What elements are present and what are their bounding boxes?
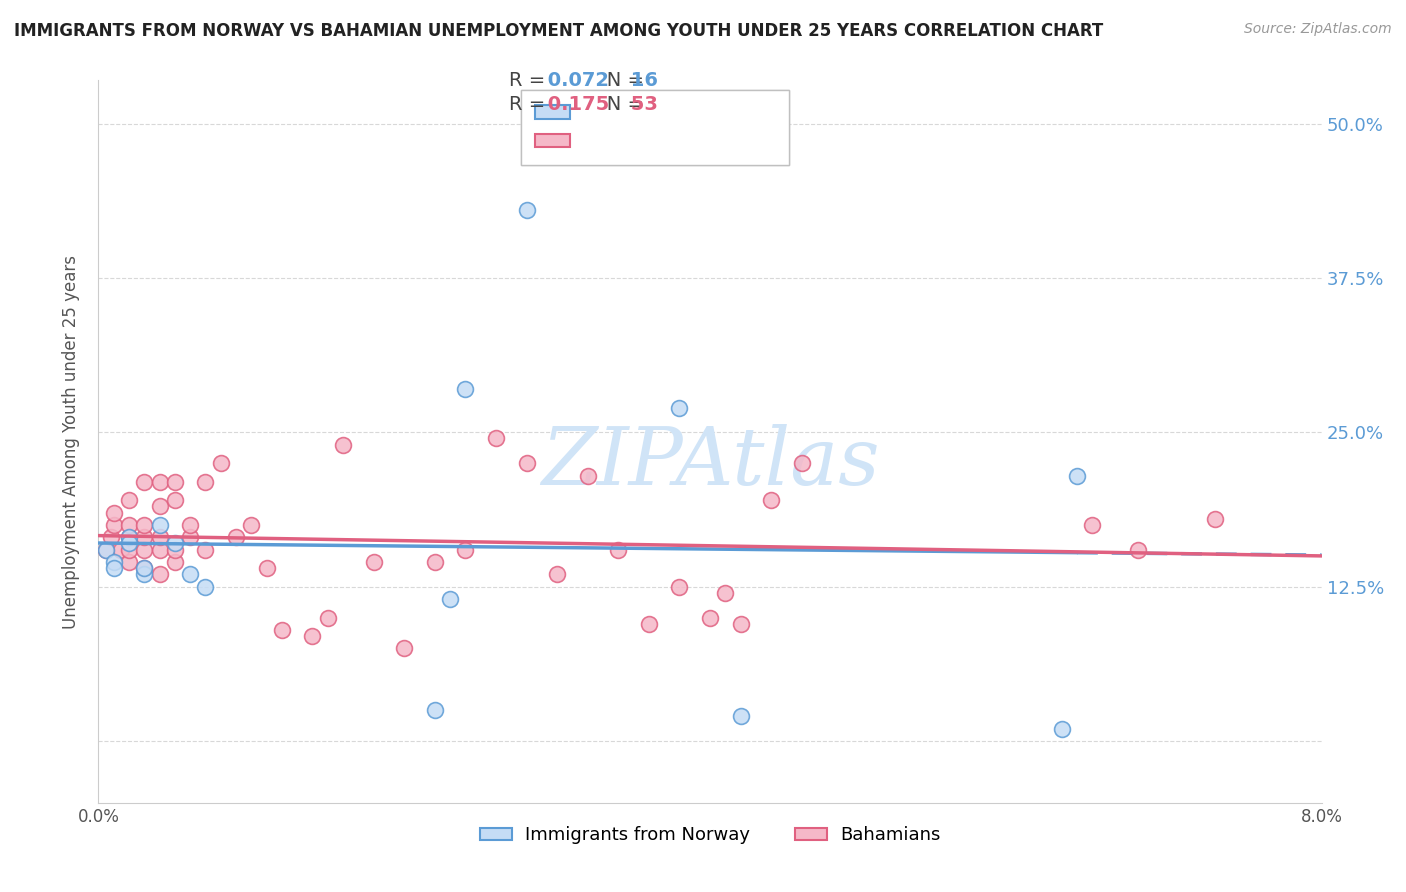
Point	[1050, 722, 1073, 736]
Y-axis label: Unemployment Among Youth under 25 years: Unemployment Among Youth under 25 years	[62, 254, 80, 629]
Point	[110, 542, 132, 557]
Point	[194, 542, 217, 557]
Text: N =: N =	[588, 71, 650, 90]
Point	[118, 493, 141, 508]
Point	[454, 542, 477, 557]
Point	[149, 517, 172, 532]
Point	[1204, 512, 1226, 526]
Point	[118, 517, 141, 532]
Point	[759, 493, 782, 508]
Point	[1066, 468, 1088, 483]
Point	[1081, 517, 1104, 532]
Point	[118, 530, 141, 544]
Point	[118, 555, 141, 569]
Point	[149, 475, 172, 489]
Point	[179, 530, 201, 544]
Point	[256, 561, 278, 575]
Text: 16: 16	[624, 71, 658, 90]
Point	[730, 709, 752, 723]
Point	[225, 530, 247, 544]
Text: R =: R =	[509, 95, 551, 114]
Point	[194, 580, 217, 594]
Point	[179, 567, 201, 582]
Point	[134, 542, 156, 557]
Point	[714, 586, 737, 600]
Point	[179, 517, 201, 532]
Point	[439, 592, 461, 607]
Point	[163, 542, 186, 557]
Point	[790, 456, 813, 470]
Point	[730, 616, 752, 631]
Text: R =: R =	[509, 71, 551, 90]
Point	[1128, 542, 1150, 557]
Point	[149, 567, 172, 582]
Point	[576, 468, 599, 483]
Point	[668, 580, 690, 594]
Point	[316, 610, 339, 624]
Point	[94, 542, 117, 557]
Point	[209, 456, 232, 470]
Text: Source: ZipAtlas.com: Source: ZipAtlas.com	[1244, 22, 1392, 37]
Point	[94, 542, 117, 557]
Point	[134, 561, 156, 575]
Point	[607, 542, 630, 557]
Text: 0.072: 0.072	[541, 71, 609, 90]
Point	[118, 530, 141, 544]
Point	[163, 536, 186, 550]
Point	[149, 500, 172, 514]
Point	[134, 561, 156, 575]
Point	[392, 641, 416, 656]
Point	[194, 475, 217, 489]
Text: 0.175: 0.175	[541, 95, 610, 114]
Point	[103, 506, 125, 520]
Point	[454, 382, 477, 396]
Point	[134, 567, 156, 582]
Point	[103, 517, 125, 532]
Point	[363, 555, 385, 569]
Point	[699, 610, 721, 624]
Point	[163, 555, 186, 569]
Point	[118, 536, 141, 550]
Text: N =: N =	[588, 95, 650, 114]
Point	[423, 555, 446, 569]
Point	[100, 530, 122, 544]
Point	[163, 475, 186, 489]
Point	[668, 401, 690, 415]
Point	[516, 456, 538, 470]
Point	[134, 530, 156, 544]
Point	[134, 517, 156, 532]
Text: IMMIGRANTS FROM NORWAY VS BAHAMIAN UNEMPLOYMENT AMONG YOUTH UNDER 25 YEARS CORRE: IMMIGRANTS FROM NORWAY VS BAHAMIAN UNEMP…	[14, 22, 1104, 40]
Point	[546, 567, 568, 582]
Point	[485, 432, 508, 446]
Point	[270, 623, 294, 637]
Point	[516, 202, 538, 217]
Point	[423, 703, 446, 717]
Point	[332, 437, 354, 451]
Point	[149, 542, 172, 557]
Point	[301, 629, 323, 643]
Point	[240, 517, 263, 532]
Text: 53: 53	[624, 95, 658, 114]
Legend: Immigrants from Norway, Bahamians: Immigrants from Norway, Bahamians	[472, 819, 948, 852]
Point	[149, 530, 172, 544]
Point	[134, 475, 156, 489]
Point	[103, 561, 125, 575]
Text: ZIPAtlas: ZIPAtlas	[541, 425, 879, 502]
Point	[103, 555, 125, 569]
Point	[163, 493, 186, 508]
Point	[118, 542, 141, 557]
Point	[637, 616, 661, 631]
